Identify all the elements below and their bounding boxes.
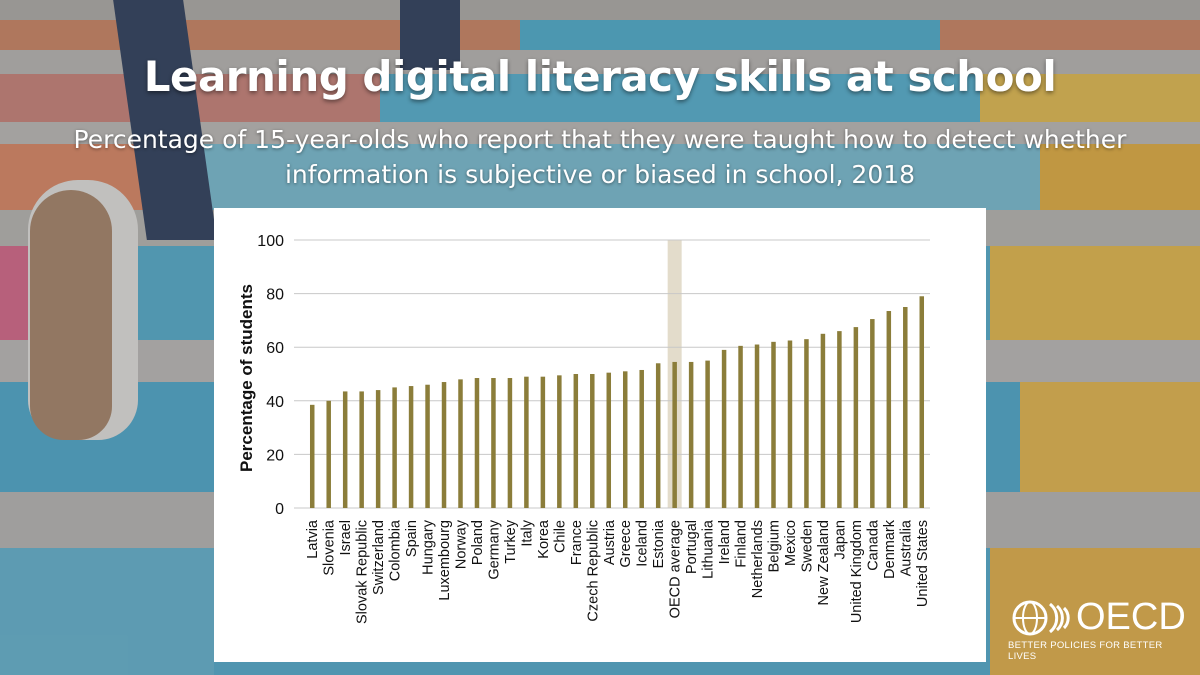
y-tick-label: 40 xyxy=(266,394,284,411)
chart-panel: 0 20 40 60 80 100 Percentage of students Latvia… xyxy=(214,208,986,662)
bar xyxy=(837,331,842,508)
y-tick-label: 20 xyxy=(266,447,284,464)
bar xyxy=(375,390,381,508)
bar xyxy=(524,376,529,508)
x-tick-label: Japan xyxy=(832,520,848,560)
oecd-tagline: BETTER POLICIES FOR BETTER LIVES xyxy=(1008,640,1163,662)
x-tick-label: Korea xyxy=(536,519,552,559)
bar xyxy=(853,327,859,508)
bar xyxy=(738,345,743,508)
bar xyxy=(903,307,908,508)
x-tick-label: Sweden xyxy=(799,520,815,572)
bar xyxy=(919,296,925,508)
x-tick-label: Australia xyxy=(898,519,914,576)
x-tick-label: Spain xyxy=(404,520,420,557)
y-tick-label: 0 xyxy=(275,501,284,518)
bar xyxy=(886,311,892,508)
x-tick-label: United Kingdom xyxy=(849,520,865,623)
bar xyxy=(622,371,628,508)
x-tick-label: New Zealand xyxy=(816,520,832,605)
x-tick-label: Estonia xyxy=(651,519,667,568)
bar xyxy=(820,333,826,508)
bar xyxy=(672,361,677,508)
sneaker-sole xyxy=(30,190,112,440)
bar xyxy=(590,374,595,508)
x-tick-label: Poland xyxy=(470,520,486,565)
x-tick-label: Czech Republic xyxy=(585,520,601,622)
bar xyxy=(754,344,760,508)
x-tick-label: Luxembourg xyxy=(437,520,453,601)
bar xyxy=(491,378,496,508)
bar xyxy=(804,339,809,508)
x-tick-label: Austria xyxy=(602,519,618,565)
bar xyxy=(359,391,364,508)
bar xyxy=(787,340,793,508)
x-tick-label: Denmark xyxy=(882,519,898,579)
x-tick-label: Turkey xyxy=(503,519,519,564)
bar xyxy=(870,319,875,508)
y-tick-label: 100 xyxy=(257,233,284,250)
x-tick-label: United States xyxy=(915,520,931,607)
x-tick-label: Hungary xyxy=(421,519,437,575)
x-tick-label: Finland xyxy=(734,520,750,568)
y-axis-label: Percentage of students xyxy=(237,284,256,472)
x-tick-label: Mexico xyxy=(783,520,799,566)
x-tick-label: Slovenia xyxy=(322,519,338,576)
x-tick-label: Ireland xyxy=(717,520,733,564)
bar xyxy=(408,386,414,508)
bar xyxy=(573,374,579,508)
oecd-logo: OECD BETTER POLICIES FOR BETTER LIVES xyxy=(1006,596,1192,662)
bar xyxy=(721,349,727,508)
bar xyxy=(458,379,463,508)
x-tick-label: Italy xyxy=(519,519,535,546)
x-tick-label: Netherlands xyxy=(750,520,766,598)
bar xyxy=(540,376,546,508)
page-subtitle: Percentage of 15-year-olds who report th… xyxy=(73,125,1127,189)
bar xyxy=(771,341,776,508)
x-tick-label: Belgium xyxy=(767,520,783,572)
bar xyxy=(507,378,513,508)
x-tick-label: Slovak Republic xyxy=(355,520,371,624)
bar xyxy=(705,360,710,508)
bar xyxy=(606,372,612,508)
x-tick-label: Switzerland xyxy=(371,520,387,595)
x-tick-label: OECD average xyxy=(668,520,684,618)
page-title: Learning digital literacy skills at scho… xyxy=(143,52,1057,101)
bar xyxy=(392,387,397,508)
y-tick-label: 60 xyxy=(266,340,284,357)
bar xyxy=(326,400,331,508)
bar xyxy=(688,361,694,508)
x-tick-label: Latvia xyxy=(305,519,321,559)
x-tick-label: Iceland xyxy=(635,520,651,567)
y-tick-label: 80 xyxy=(266,287,284,304)
bar xyxy=(474,378,480,508)
bar xyxy=(342,391,348,508)
bar xyxy=(441,382,447,508)
x-tick-label: Germany xyxy=(486,519,502,579)
x-tick-label: Portugal xyxy=(684,520,700,574)
bar xyxy=(309,404,315,508)
bar xyxy=(425,384,430,508)
x-tick-label: Canada xyxy=(865,519,881,571)
x-tick-label: Israel xyxy=(338,520,354,555)
x-tick-label: Norway xyxy=(454,519,470,569)
bar xyxy=(639,369,644,508)
x-tick-label: Lithuania xyxy=(701,519,717,579)
oecd-globe-icon xyxy=(1012,600,1070,636)
x-tick-label: France xyxy=(569,520,585,565)
runner-leg xyxy=(400,0,460,70)
x-tick-label: Colombia xyxy=(388,519,404,581)
x-tick-label: Chile xyxy=(552,520,568,553)
bar xyxy=(655,363,661,508)
x-tick-label: Greece xyxy=(618,520,634,568)
oecd-wordmark: OECD xyxy=(1076,596,1186,638)
bar xyxy=(557,375,562,508)
bar-chart: 0 20 40 60 80 100 Percentage of students Latvia… xyxy=(237,233,931,624)
